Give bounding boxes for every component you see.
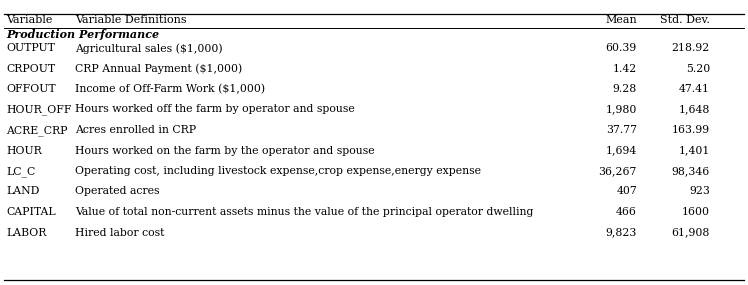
Text: OUTPUT: OUTPUT <box>6 43 55 53</box>
Text: 1.42: 1.42 <box>613 64 637 74</box>
Text: Variable: Variable <box>6 15 52 25</box>
Text: 98,346: 98,346 <box>672 166 710 176</box>
Text: 9.28: 9.28 <box>613 84 637 94</box>
Text: 923: 923 <box>689 186 710 196</box>
Text: Variable Definitions: Variable Definitions <box>75 15 186 25</box>
Text: LAND: LAND <box>6 186 40 196</box>
Text: Acres enrolled in CRP: Acres enrolled in CRP <box>75 125 196 135</box>
Text: 466: 466 <box>616 207 637 217</box>
Text: LABOR: LABOR <box>6 227 46 237</box>
Text: Operating cost, including livestock expense,crop expense,energy expense: Operating cost, including livestock expe… <box>75 166 481 176</box>
Text: 47.41: 47.41 <box>679 84 710 94</box>
Text: LC_C: LC_C <box>6 166 35 177</box>
Text: 60.39: 60.39 <box>606 43 637 53</box>
Text: 5.20: 5.20 <box>686 64 710 74</box>
Text: CRP Annual Payment ($1,000): CRP Annual Payment ($1,000) <box>75 64 242 74</box>
Text: Hours worked on the farm by the operator and spouse: Hours worked on the farm by the operator… <box>75 146 375 156</box>
Text: 61,908: 61,908 <box>672 227 710 237</box>
Text: 37.77: 37.77 <box>606 125 637 135</box>
Text: 1,980: 1,980 <box>606 105 637 115</box>
Text: Production Performance: Production Performance <box>6 29 159 40</box>
Text: HOUR_OFF: HOUR_OFF <box>6 105 72 115</box>
Text: 1,648: 1,648 <box>678 105 710 115</box>
Text: CRPOUT: CRPOUT <box>6 64 55 74</box>
Text: OFFOUT: OFFOUT <box>6 84 55 94</box>
Text: ACRE_CRP: ACRE_CRP <box>6 125 67 136</box>
Text: Hours worked off the farm by operator and spouse: Hours worked off the farm by operator an… <box>75 105 355 115</box>
Text: Income of Off-Farm Work ($1,000): Income of Off-Farm Work ($1,000) <box>75 84 265 94</box>
Text: 218.92: 218.92 <box>672 43 710 53</box>
Text: Value of total non-current assets minus the value of the principal operator dwel: Value of total non-current assets minus … <box>75 207 533 217</box>
Text: 1,401: 1,401 <box>678 146 710 156</box>
Text: Hired labor cost: Hired labor cost <box>75 227 165 237</box>
Text: Operated acres: Operated acres <box>75 186 159 196</box>
Text: Std. Dev.: Std. Dev. <box>660 15 710 25</box>
Text: Agricultural sales ($1,000): Agricultural sales ($1,000) <box>75 43 223 54</box>
Text: 1600: 1600 <box>682 207 710 217</box>
Text: 1,694: 1,694 <box>606 146 637 156</box>
Text: 407: 407 <box>616 186 637 196</box>
Text: 163.99: 163.99 <box>672 125 710 135</box>
Text: 36,267: 36,267 <box>598 166 637 176</box>
Text: HOUR: HOUR <box>6 146 42 156</box>
Text: CAPITAL: CAPITAL <box>6 207 55 217</box>
Text: 9,823: 9,823 <box>606 227 637 237</box>
Text: Mean: Mean <box>605 15 637 25</box>
